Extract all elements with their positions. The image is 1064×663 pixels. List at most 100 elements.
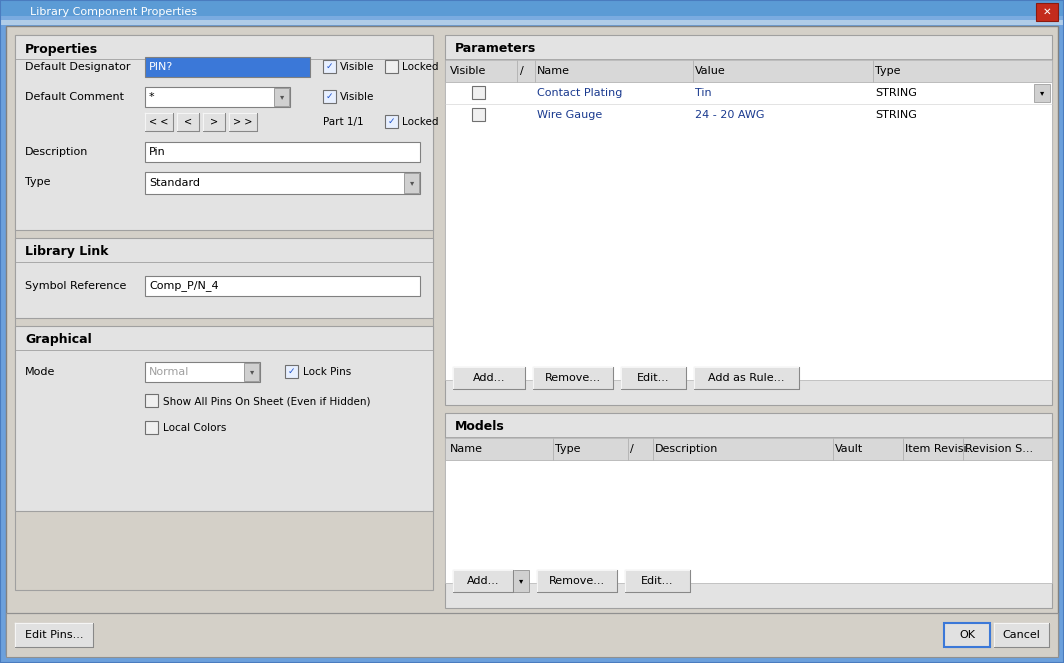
Bar [145, 57, 310, 77]
Text: Visible: Visible [450, 66, 486, 76]
Bar [944, 623, 990, 647]
Bar [385, 60, 398, 73]
Text: Library Component Properties: Library Component Properties [30, 7, 197, 17]
Bar [472, 86, 485, 99]
Bar [275, 88, 289, 106]
Bar [203, 113, 225, 131]
Text: ▾: ▾ [519, 577, 523, 585]
Bar [229, 113, 257, 131]
Text: Item Revisi...: Item Revisi... [905, 444, 978, 454]
Bar [445, 60, 1052, 82]
Text: Normal: Normal [149, 367, 189, 377]
Bar [944, 623, 990, 647]
Bar [15, 35, 433, 230]
Text: Name: Name [450, 444, 483, 454]
Bar [513, 570, 529, 592]
Text: Graphical: Graphical [24, 333, 92, 347]
Text: ▾: ▾ [280, 93, 284, 101]
Text: ✕: ✕ [1043, 7, 1051, 17]
Text: Description: Description [655, 444, 718, 454]
Bar [15, 35, 433, 590]
Bar [445, 35, 1052, 405]
Text: Vault: Vault [835, 444, 863, 454]
Bar [472, 108, 485, 121]
Text: Library Link: Library Link [24, 245, 109, 259]
Text: /: / [520, 66, 523, 76]
Text: Default Designator: Default Designator [24, 62, 131, 72]
Bar [0, 0, 1064, 25]
Text: Name: Name [537, 66, 570, 76]
Text: Wire Gauge: Wire Gauge [537, 110, 602, 120]
Text: Edit Pins...: Edit Pins... [24, 630, 83, 640]
Text: Visible: Visible [340, 62, 375, 72]
Bar [15, 326, 433, 511]
Bar [445, 438, 1052, 460]
Text: Remove...: Remove... [549, 576, 605, 586]
Text: PIN?: PIN? [149, 62, 173, 72]
Text: STRING: STRING [875, 110, 917, 120]
Text: ▾: ▾ [410, 178, 414, 188]
Bar [145, 113, 173, 131]
Bar [694, 367, 799, 389]
Bar [145, 394, 157, 407]
Bar [445, 413, 1052, 608]
Text: Comp_P/N_4: Comp_P/N_4 [149, 280, 218, 292]
Bar [1036, 3, 1058, 21]
Bar [625, 570, 689, 592]
Text: Models: Models [455, 420, 504, 434]
Text: /: / [630, 444, 634, 454]
Text: Properties: Properties [24, 42, 98, 56]
Text: 24 - 20 AWG: 24 - 20 AWG [695, 110, 765, 120]
Text: Locked: Locked [402, 117, 438, 127]
Bar [145, 142, 420, 162]
Bar [0, 0, 1064, 16]
Text: *: * [149, 92, 154, 102]
Bar [537, 570, 617, 592]
Bar [145, 421, 157, 434]
Text: Add...: Add... [467, 576, 499, 586]
Text: Locked: Locked [402, 62, 438, 72]
Text: >: > [210, 117, 218, 127]
Text: Contact Plating: Contact Plating [537, 88, 622, 98]
Bar [323, 90, 336, 103]
Text: Type: Type [24, 177, 50, 187]
Bar [6, 613, 1058, 657]
Text: Description: Description [24, 147, 88, 157]
Text: ✓: ✓ [387, 117, 395, 125]
Text: Mode: Mode [24, 367, 55, 377]
Text: Tin: Tin [695, 88, 712, 98]
Text: <: < [184, 117, 193, 127]
Text: Pin: Pin [149, 147, 166, 157]
Text: Revision S...: Revision S... [965, 444, 1033, 454]
Bar [445, 460, 1052, 583]
Text: Show All Pins On Sheet (Even if Hidden): Show All Pins On Sheet (Even if Hidden) [163, 396, 370, 406]
Text: Standard: Standard [149, 178, 200, 188]
Text: STRING: STRING [875, 88, 917, 98]
Bar [145, 362, 260, 382]
Bar [323, 60, 336, 73]
Bar [145, 172, 420, 194]
Text: ✓: ✓ [287, 367, 295, 375]
Bar [453, 367, 525, 389]
Bar [1034, 84, 1050, 102]
Text: Remove...: Remove... [545, 373, 601, 383]
Text: Cancel: Cancel [1002, 630, 1040, 640]
Bar [0, 0, 1064, 20]
Text: Local Colors: Local Colors [163, 423, 227, 433]
Text: Edit...: Edit... [636, 373, 669, 383]
Text: Part 1/1: Part 1/1 [323, 117, 364, 127]
Text: OK: OK [959, 630, 975, 640]
Text: Default Comment: Default Comment [24, 92, 124, 102]
Text: ▾: ▾ [1040, 88, 1044, 97]
Bar [285, 365, 298, 378]
Bar [15, 238, 433, 318]
Bar [177, 113, 199, 131]
Text: ✓: ✓ [326, 91, 333, 101]
Bar [385, 115, 398, 128]
Bar [15, 623, 93, 647]
Text: Edit...: Edit... [641, 576, 674, 586]
Text: ▾: ▾ [250, 367, 254, 377]
Text: < <: < < [149, 117, 169, 127]
Bar [404, 173, 419, 193]
Bar [533, 367, 613, 389]
